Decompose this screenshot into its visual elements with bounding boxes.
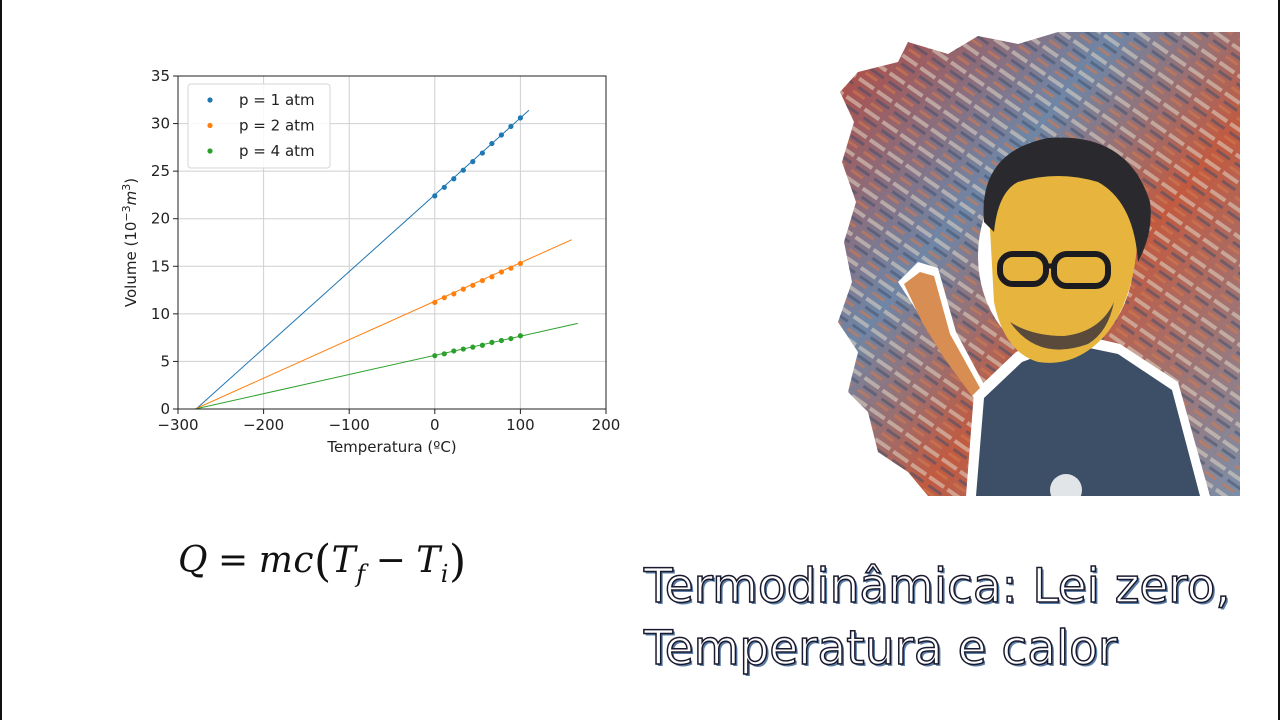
data-point [441,184,447,190]
x-axis-label: Temperatura (ºC) [326,438,456,456]
formula-mc: mc [258,540,314,581]
legend-marker [207,148,213,154]
x-tick-label: −300 [157,416,198,434]
chart-legend: p = 1 atm p = 2 atm p = 4 atm [187,83,331,169]
formula-equals: = [218,540,249,581]
y-tick-label: 5 [160,352,170,370]
legend-label: p = 4 atm [239,142,315,160]
formula-open-paren: ( [314,536,332,587]
x-tick-label: −100 [329,416,370,434]
volume-temperature-chart: −300 −200 −100 0 100 200 0 5 10 15 20 25 30 35 Temper… [120,67,620,456]
data-point [470,159,476,165]
data-point [432,193,438,199]
data-point [470,282,476,288]
y-axis-label: Volume (10−3m3) [120,178,140,307]
x-tick-label: 0 [430,416,440,434]
y-tick-label: 10 [151,305,170,323]
fit-line [193,239,572,409]
video-title: Termodinâmica: Lei zero, Temperatura e c… [643,556,1231,680]
y-tick-label: 35 [151,67,170,85]
formula-Tf: T [331,540,357,581]
y-tick-label: 0 [160,400,170,418]
data-point [441,351,447,357]
data-point [479,150,485,156]
formula-sub-i: i [440,560,449,588]
x-tick-label: 200 [592,416,621,434]
data-point [460,346,466,352]
data-point [489,274,495,280]
data-point [517,260,523,267]
data-point [432,299,438,306]
data-point [498,337,504,344]
data-point [498,132,504,138]
left-frame-edge [0,0,2,720]
data-point [451,176,457,182]
legend-box [187,83,331,169]
data-point [508,265,514,271]
artistic-portrait-image [838,32,1240,496]
data-point [460,286,466,292]
data-point [460,167,466,173]
chart-points [432,115,523,359]
y-tick-label: 15 [151,257,170,275]
y-tick-label: 30 [151,115,170,133]
legend-marker [207,97,213,103]
data-point [508,335,514,342]
heat-formula: Q = mc(Tf − Ti) [178,536,467,588]
data-point [517,115,523,121]
data-point [479,342,485,348]
x-tick-label: −200 [243,416,284,434]
data-point [508,123,514,130]
data-point [479,277,485,284]
data-point [470,344,476,350]
formula-Ti: T [416,540,441,581]
y-tick-label: 25 [151,162,170,180]
chart-ticks: −300 −200 −100 0 100 200 0 5 10 15 20 25 30 35 [151,67,620,434]
legend-marker [207,122,213,129]
data-point [432,353,438,359]
data-point [489,140,495,147]
x-tick-label: 100 [506,416,535,434]
formula-Q: Q [178,540,209,581]
formula-sub-f: f [356,560,366,588]
data-point [489,339,495,345]
data-point [498,269,504,275]
formula-close-paren: ) [448,536,467,587]
title-line-2: Temperatura e calor [643,620,1118,677]
y-tick-label: 20 [151,210,170,228]
legend-label: p = 2 atm [239,117,315,135]
data-point [441,295,447,301]
data-point [451,291,457,297]
right-frame-edge [1278,0,1280,720]
formula-minus: − [375,540,407,581]
data-point [517,333,523,339]
legend-label: p = 1 atm [239,91,315,109]
data-point [451,348,457,354]
title-line-1: Termodinâmica: Lei zero, [643,558,1231,615]
plot-frame [177,75,607,410]
